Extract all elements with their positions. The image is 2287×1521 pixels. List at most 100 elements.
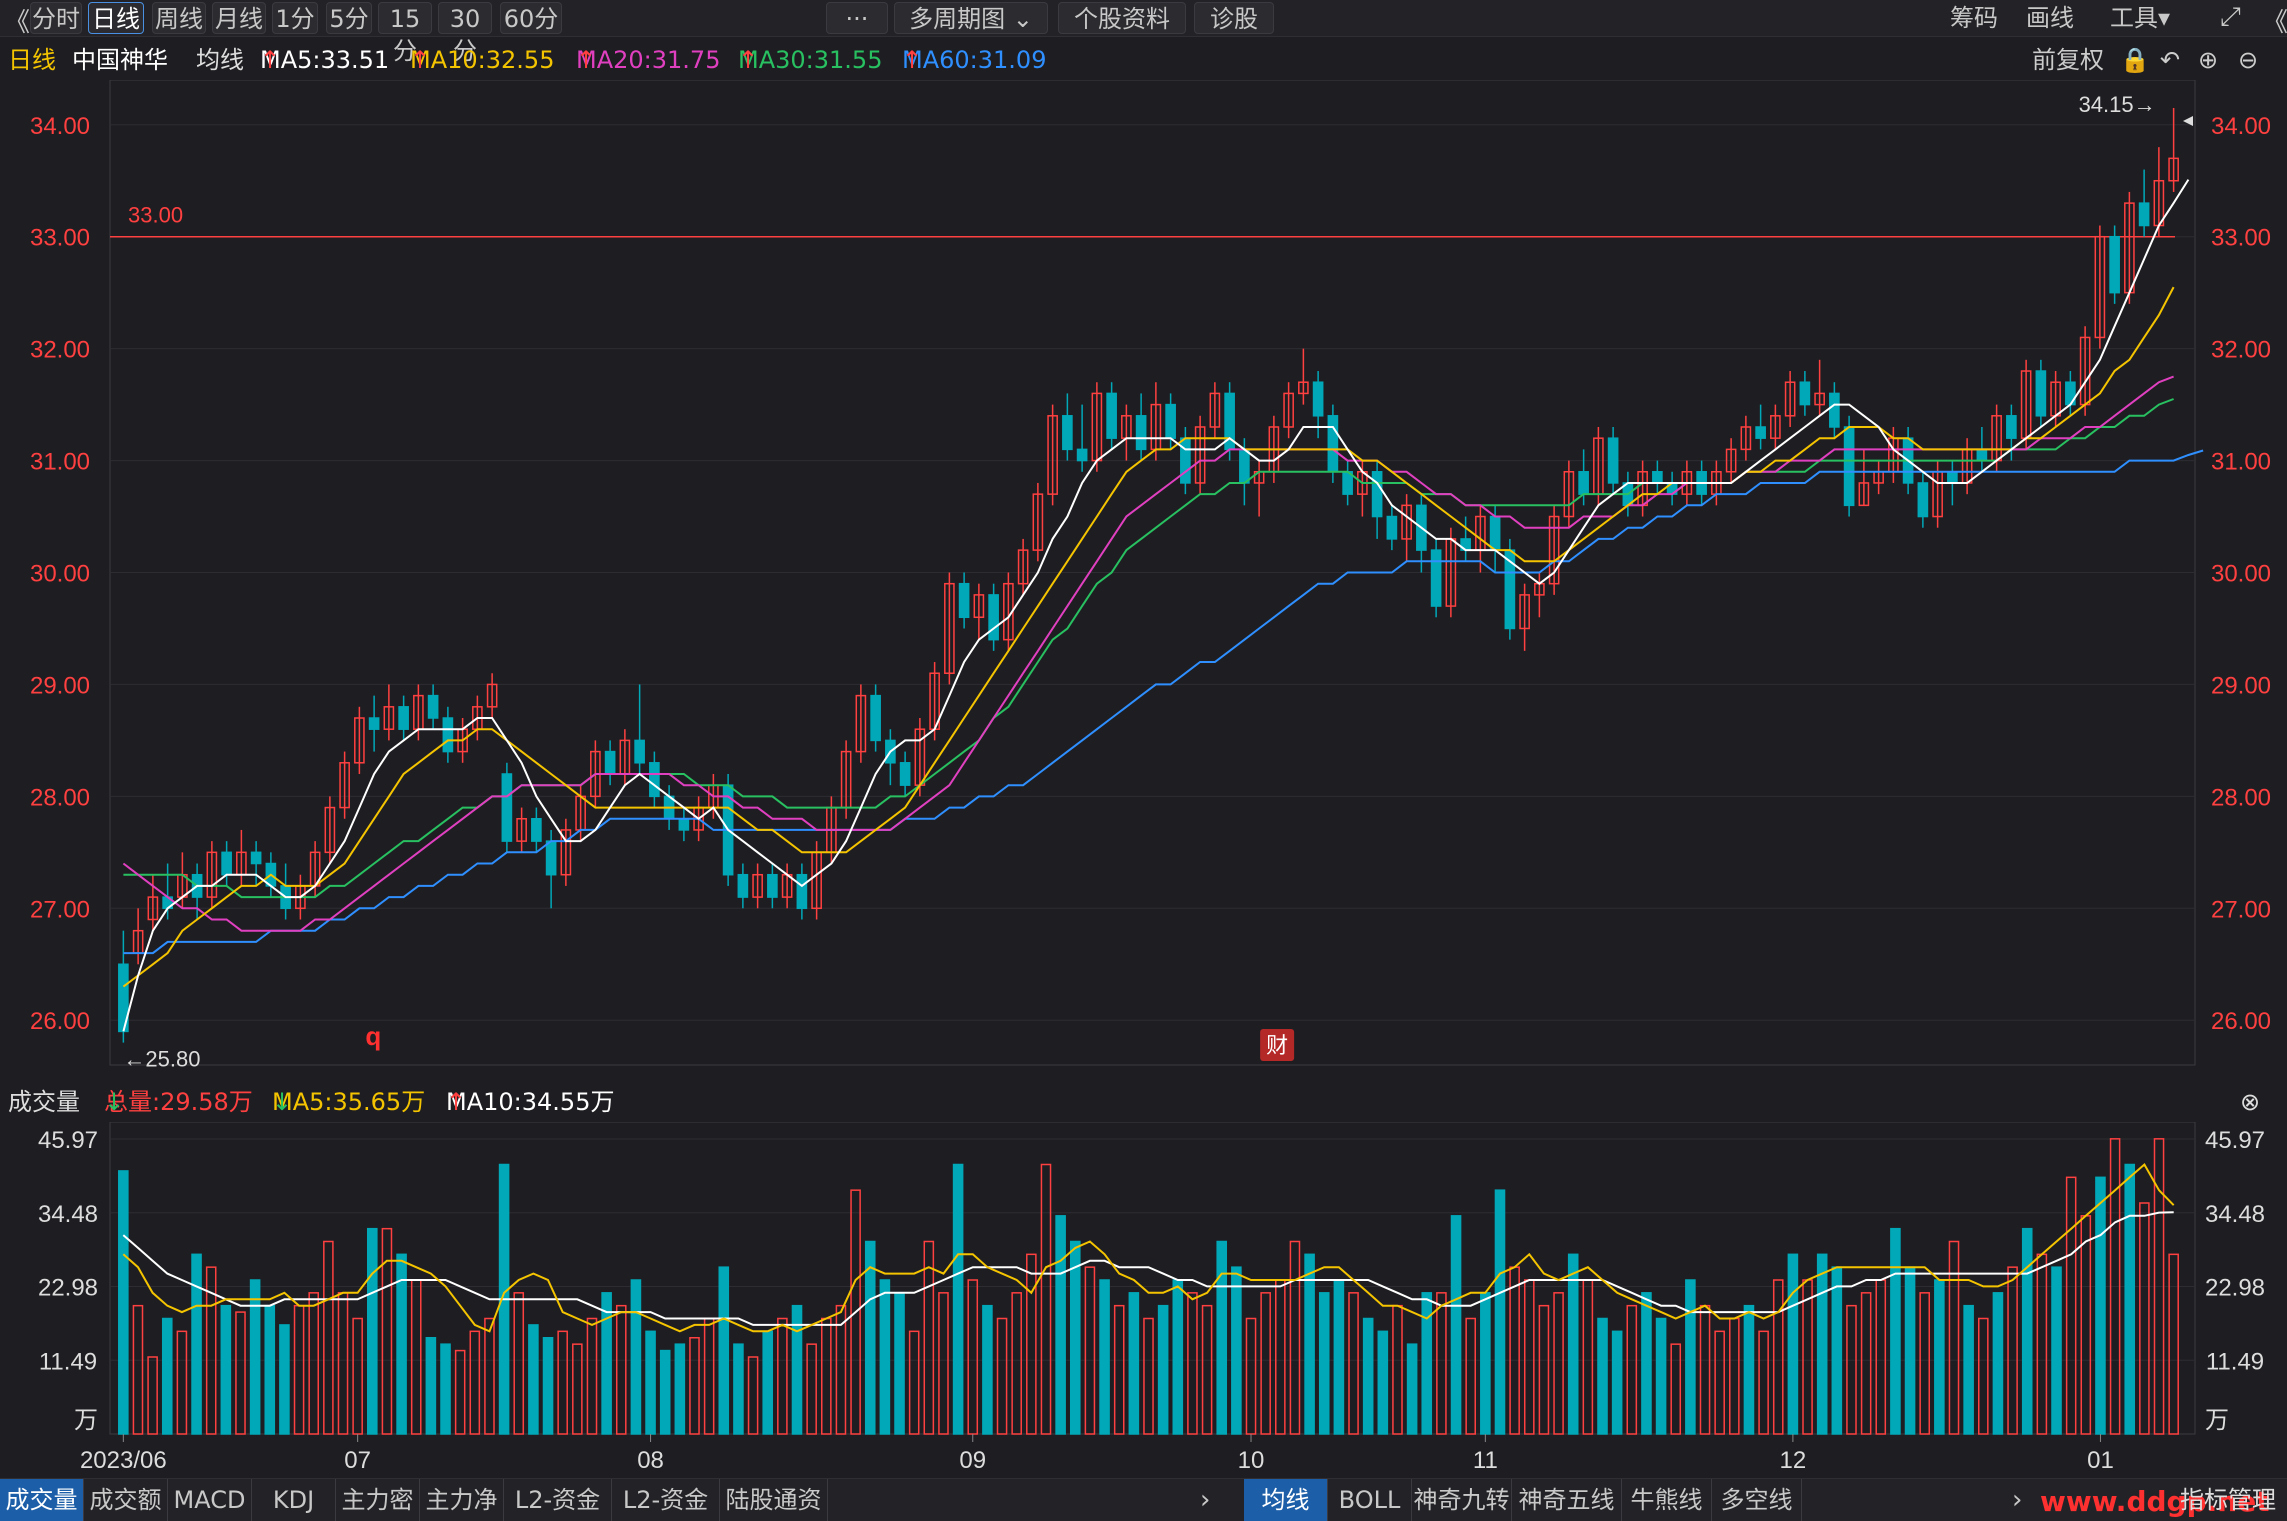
candle-body[interactable] [1976, 448, 1988, 462]
volume-bar[interactable] [1641, 1292, 1652, 1435]
volume-bar[interactable] [1216, 1240, 1228, 1435]
candle-body[interactable] [398, 706, 409, 730]
volume-bar[interactable] [2168, 1253, 2179, 1435]
tab-ma[interactable]: 均线 [1244, 1479, 1328, 1521]
volume-bar[interactable] [952, 1163, 964, 1435]
volume-bar[interactable] [2080, 1215, 2092, 1435]
volume-bar[interactable] [1934, 1279, 1945, 1435]
candle-body[interactable] [944, 582, 955, 674]
volume-bar[interactable] [1318, 1292, 1330, 1435]
candle-body[interactable] [427, 694, 439, 719]
ma-label[interactable]: 均线 [196, 46, 244, 74]
volume-bar[interactable] [1904, 1266, 1916, 1435]
candle-body[interactable] [1430, 549, 1442, 607]
volume-bar[interactable] [1963, 1304, 1974, 1435]
candle-body[interactable] [1180, 437, 1191, 484]
volume-bar[interactable] [1421, 1292, 1433, 1435]
volume-bar[interactable] [1875, 1279, 1887, 1435]
candle-body[interactable] [649, 762, 660, 798]
candle-body[interactable] [1135, 415, 1147, 451]
volume-bar[interactable] [337, 1292, 349, 1435]
candle-body[interactable] [899, 762, 911, 786]
volume-bar[interactable] [1333, 1279, 1345, 1435]
candle-body[interactable] [1814, 392, 1825, 406]
zoom-out-icon[interactable]: ⊖ [2238, 46, 2259, 74]
tab-long-short-line[interactable]: 多空线 [1712, 1479, 1802, 1521]
volume-bar[interactable] [132, 1304, 144, 1435]
volume-bar[interactable] [1890, 1227, 1901, 1435]
volume-bar[interactable] [191, 1253, 202, 1435]
collapse-icon[interactable]: 《 [2262, 8, 2287, 38]
candle-body[interactable] [1106, 392, 1117, 439]
volume-bar[interactable] [235, 1311, 246, 1435]
candle-body[interactable] [118, 963, 129, 1033]
candle-body[interactable] [2138, 202, 2150, 227]
volume-bar[interactable] [982, 1304, 993, 1435]
back-icon[interactable]: 《 [4, 8, 31, 38]
stock-name[interactable]: 中国神华 [72, 46, 168, 74]
candle-body[interactable] [1371, 471, 1383, 518]
tab-main-force-code[interactable]: 主力密码 [336, 1479, 420, 1521]
volume-bar[interactable] [703, 1317, 715, 1435]
candle-body[interactable] [324, 806, 336, 854]
volume-bar[interactable] [2021, 1227, 2033, 1435]
candle-body[interactable] [1312, 381, 1324, 417]
period-tab-5min[interactable]: 5分 [326, 2, 372, 34]
volume-bar[interactable] [1245, 1317, 1257, 1435]
volume-bar[interactable] [176, 1330, 188, 1435]
volume-bar[interactable] [2153, 1138, 2165, 1435]
volume-bar[interactable] [777, 1317, 788, 1435]
volume-bar[interactable] [1304, 1253, 1315, 1435]
volume-bar[interactable] [205, 1266, 217, 1435]
tab-kdj[interactable]: KDJ [252, 1479, 336, 1521]
candle-body[interactable] [1062, 415, 1073, 451]
period-tab-60min[interactable]: 60分 [500, 2, 562, 34]
volume-bar[interactable] [733, 1343, 744, 1435]
candle-body[interactable] [1548, 515, 1560, 585]
tab-macd[interactable]: MACD [168, 1479, 252, 1521]
candle-body[interactable] [752, 873, 763, 898]
candle-body[interactable] [1607, 437, 1619, 484]
candle-body[interactable] [634, 739, 645, 764]
tab-bull-bear-line[interactable]: 牛熊线 [1622, 1479, 1712, 1521]
finance-badge[interactable]: 财 [1266, 1033, 1288, 1058]
volume-bar[interactable] [1099, 1279, 1110, 1435]
finance-badge-bg[interactable] [1260, 1029, 1295, 1061]
volume-bar[interactable] [1084, 1266, 1096, 1435]
tab-l2-fund-position[interactable]: L2-资金仓位 [612, 1479, 720, 1521]
draw-line-button[interactable]: 画线 [2026, 4, 2074, 32]
volume-bar[interactable] [440, 1343, 451, 1435]
candle-body[interactable] [1770, 415, 1781, 439]
volume-bar[interactable] [1011, 1292, 1022, 1435]
volume-bar[interactable] [1392, 1304, 1403, 1435]
candle-body[interactable] [339, 762, 350, 809]
volume-bar[interactable] [1816, 1253, 1828, 1435]
candle-body[interactable] [2109, 235, 2120, 294]
candle-body[interactable] [531, 818, 542, 842]
volume-bar[interactable] [762, 1330, 774, 1435]
volume-bar[interactable] [1670, 1343, 1682, 1435]
candle-body[interactable] [855, 694, 867, 753]
candle-body[interactable] [516, 818, 527, 842]
volume-bar[interactable] [1055, 1215, 1066, 1435]
volume-bar[interactable] [484, 1317, 495, 1435]
candle-body[interactable] [206, 851, 218, 898]
volume-bar[interactable] [1040, 1163, 1052, 1435]
volume-bar[interactable] [806, 1343, 817, 1435]
volume-bar[interactable] [1260, 1292, 1271, 1435]
volume-bar[interactable] [1582, 1279, 1594, 1435]
candle-body[interactable] [678, 818, 690, 831]
tab-volume[interactable]: 成交量 [0, 1479, 84, 1521]
adjust-mode[interactable]: 前复权 [2032, 46, 2104, 74]
price-chart[interactable]: 34.00 34.00 33.00 33.00 32.00 32.00 31.00 31.00… [0, 80, 2287, 1080]
candle-body[interactable] [604, 750, 616, 775]
candle-body[interactable] [1725, 448, 1737, 473]
volume-bar[interactable] [1553, 1292, 1564, 1435]
candle-body[interactable] [1858, 482, 1870, 507]
period-tab-15min[interactable]: 15分 [378, 2, 432, 65]
volume-bar[interactable] [1348, 1292, 1359, 1435]
volume-bar[interactable] [1626, 1304, 1638, 1435]
candle-body[interactable] [973, 594, 985, 619]
undo-icon[interactable]: ↶ [2160, 46, 2181, 74]
candle-body[interactable] [221, 851, 232, 876]
